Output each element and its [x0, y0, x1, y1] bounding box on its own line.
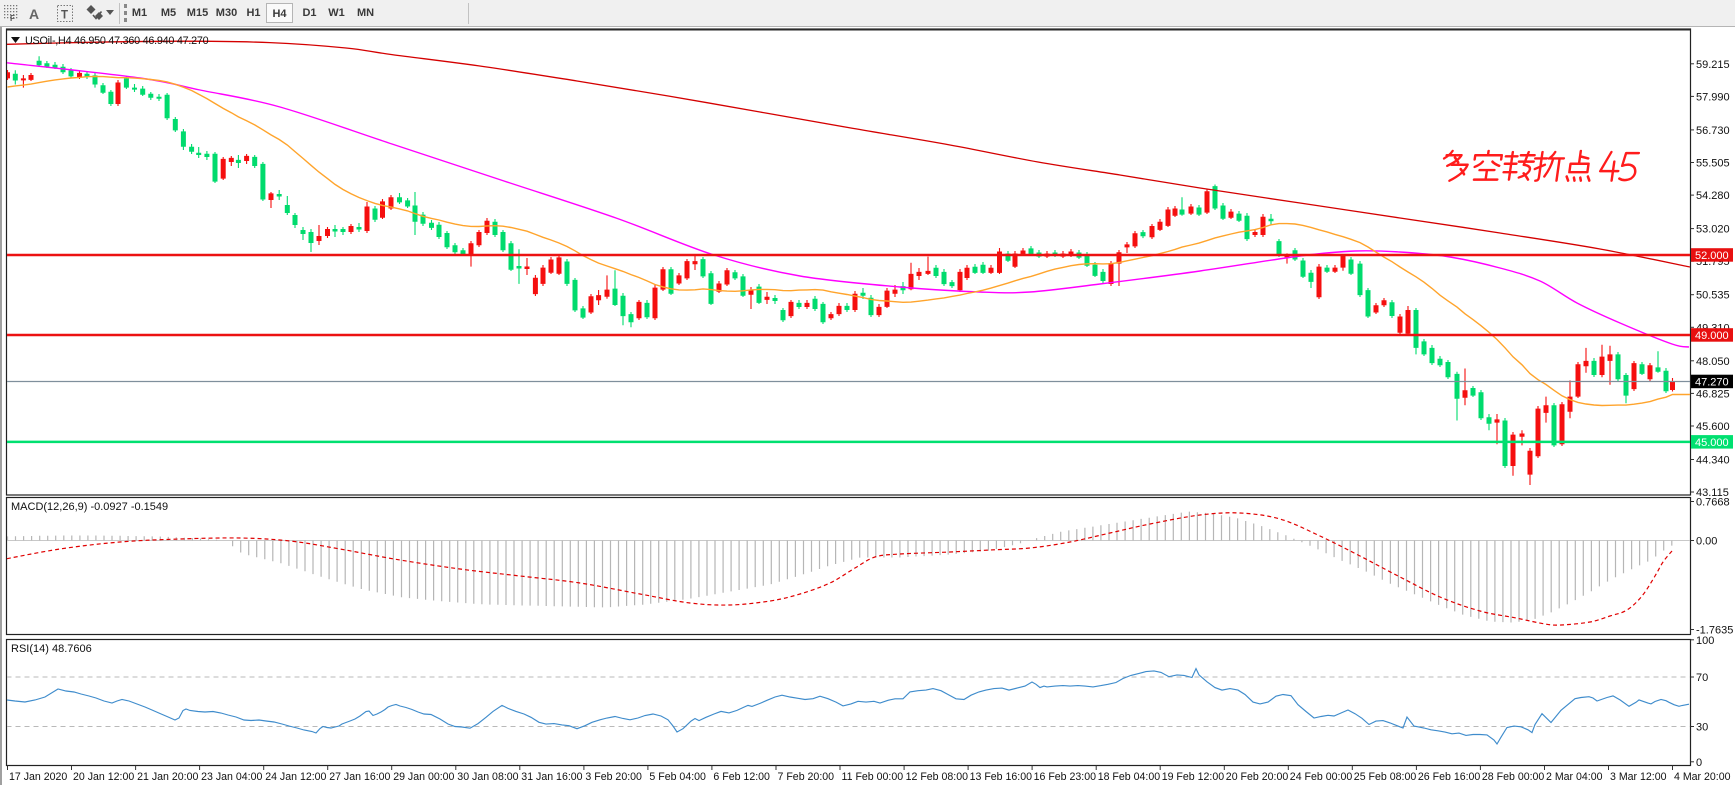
- svg-text:53.020: 53.020: [1696, 224, 1730, 236]
- svg-text:29 Jan 00:00: 29 Jan 00:00: [393, 771, 454, 783]
- svg-text:19 Feb 12:00: 19 Feb 12:00: [1162, 771, 1225, 783]
- svg-text:24 Feb 00:00: 24 Feb 00:00: [1290, 771, 1353, 783]
- svg-text:52.000: 52.000: [1695, 250, 1729, 262]
- svg-text:MACD(12,26,9) -0.0927 -0.1549: MACD(12,26,9) -0.0927 -0.1549: [11, 501, 168, 513]
- svg-text:25 Feb 08:00: 25 Feb 08:00: [1354, 771, 1417, 783]
- svg-text:RSI(14) 48.7606: RSI(14) 48.7606: [11, 643, 92, 655]
- svg-text:12 Feb 08:00: 12 Feb 08:00: [906, 771, 969, 783]
- svg-text:20 Feb 20:00: 20 Feb 20:00: [1226, 771, 1289, 783]
- svg-text:11 Feb 00:00: 11 Feb 00:00: [842, 771, 904, 783]
- svg-text:57.990: 57.990: [1696, 91, 1730, 103]
- svg-text:7 Feb 20:00: 7 Feb 20:00: [778, 771, 835, 783]
- svg-text:59.215: 59.215: [1696, 59, 1730, 71]
- svg-text:0.7668: 0.7668: [1696, 497, 1730, 509]
- svg-text:23 Jan 04:00: 23 Jan 04:00: [201, 771, 262, 783]
- svg-text:0.00: 0.00: [1696, 536, 1717, 548]
- svg-text:24 Jan 12:00: 24 Jan 12:00: [265, 771, 326, 783]
- svg-text:20 Jan 12:00: 20 Jan 12:00: [73, 771, 134, 783]
- svg-text:48.050: 48.050: [1696, 356, 1730, 368]
- svg-text:5 Feb 04:00: 5 Feb 04:00: [649, 771, 706, 783]
- svg-text:55.505: 55.505: [1696, 158, 1730, 170]
- svg-text:44.340: 44.340: [1696, 455, 1730, 467]
- svg-text:26 Feb 16:00: 26 Feb 16:00: [1418, 771, 1481, 783]
- svg-text:F: F: [10, 14, 15, 23]
- svg-text:47.270: 47.270: [1695, 377, 1729, 389]
- svg-text:T: T: [61, 10, 68, 22]
- svg-text:30: 30: [1696, 722, 1708, 734]
- svg-text:45.600: 45.600: [1696, 421, 1730, 433]
- svg-text:13 Feb 16:00: 13 Feb 16:00: [970, 771, 1033, 783]
- svg-text:16 Feb 23:00: 16 Feb 23:00: [1034, 771, 1097, 783]
- svg-text:43.115: 43.115: [1696, 487, 1729, 499]
- svg-text:-1.7635: -1.7635: [1696, 625, 1733, 637]
- svg-text:27 Jan 16:00: 27 Jan 16:00: [329, 771, 390, 783]
- svg-text:6 Feb 12:00: 6 Feb 12:00: [713, 771, 770, 783]
- svg-text:31 Jan 16:00: 31 Jan 16:00: [521, 771, 582, 783]
- svg-text:A: A: [29, 6, 39, 22]
- svg-text:46.825: 46.825: [1696, 388, 1730, 400]
- svg-text:2 Mar 04:00: 2 Mar 04:00: [1546, 771, 1603, 783]
- svg-text:100: 100: [1696, 635, 1714, 647]
- svg-text:45.000: 45.000: [1695, 437, 1729, 449]
- svg-text:49.000: 49.000: [1695, 330, 1729, 342]
- svg-text:3 Feb 20:00: 3 Feb 20:00: [585, 771, 642, 783]
- svg-text:0: 0: [1696, 757, 1702, 769]
- svg-text:54.280: 54.280: [1696, 190, 1730, 202]
- svg-text:21 Jan 20:00: 21 Jan 20:00: [137, 771, 198, 783]
- svg-text:56.730: 56.730: [1696, 125, 1730, 137]
- svg-text:30 Jan 08:00: 30 Jan 08:00: [457, 771, 518, 783]
- svg-text:28 Feb 00:00: 28 Feb 00:00: [1482, 771, 1545, 783]
- svg-text:18 Feb 04:00: 18 Feb 04:00: [1098, 771, 1161, 783]
- svg-text:17 Jan 2020: 17 Jan 2020: [9, 771, 67, 783]
- svg-text:70: 70: [1696, 672, 1708, 684]
- svg-text:50.535: 50.535: [1696, 290, 1730, 302]
- svg-text:USOil-,H4 46.950 47.360 46.94: USOil-,H4 46.950 47.360 46.940 47.270: [25, 35, 209, 47]
- svg-text:4 Mar 20:00: 4 Mar 20:00: [1674, 771, 1731, 783]
- svg-text:3 Mar 12:00: 3 Mar 12:00: [1610, 771, 1667, 783]
